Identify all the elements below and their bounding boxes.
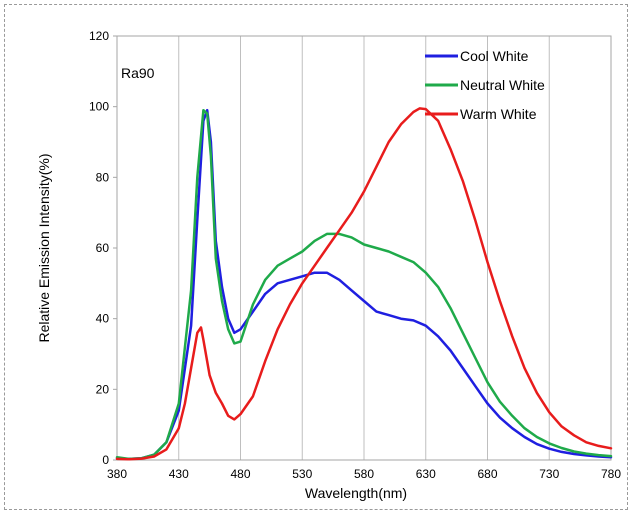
x-tick-label: 780 <box>601 467 621 481</box>
y-tick-labels: 0 20 40 60 80 100 120 <box>89 29 109 467</box>
y-tick-label: 120 <box>89 29 109 43</box>
series-line-cool-white <box>115 108 613 461</box>
legend-label-cool-white: Cool White <box>460 48 529 64</box>
series-line-warm-white <box>115 107 613 461</box>
emission-spectrum-chart: 380 430 480 530 580 630 680 730 780 0 20 40 60 80 100… <box>36 29 621 501</box>
x-tick-label: 380 <box>107 467 127 481</box>
x-axis-title: Wavelength(nm) <box>305 485 407 501</box>
series-line-neutral-white <box>115 108 613 461</box>
x-tick-label: 430 <box>169 467 189 481</box>
y-tick-label: 0 <box>102 453 109 467</box>
x-tick-label: 580 <box>354 467 374 481</box>
grid <box>178 36 550 460</box>
x-tick-label: 730 <box>539 467 559 481</box>
y-tick-label: 40 <box>96 312 110 326</box>
x-tick-label: 480 <box>230 467 250 481</box>
x-tick-label: 630 <box>416 467 436 481</box>
y-tick-label: 20 <box>96 382 110 396</box>
chart-frame: 380 430 480 530 580 630 680 730 780 0 20 40 60 80 100… <box>4 4 628 510</box>
series-lines <box>115 107 613 461</box>
legend-label-neutral-white: Neutral White <box>460 77 545 93</box>
x-tick-label: 680 <box>477 467 497 481</box>
y-tick-label: 100 <box>89 100 109 114</box>
legend-label-warm-white: Warm White <box>460 106 537 122</box>
y-axis-title: Relative Emission Intensity(%) <box>36 153 52 342</box>
y-tick-label: 80 <box>96 170 110 184</box>
x-tick-label: 530 <box>292 467 312 481</box>
x-tick-labels: 380 430 480 530 580 630 680 730 780 <box>107 467 621 481</box>
legend: Cool White Neutral White Warm White <box>425 48 545 122</box>
ra90-annotation: Ra90 <box>121 65 155 81</box>
axes <box>113 35 612 461</box>
y-tick-label: 60 <box>96 241 110 255</box>
